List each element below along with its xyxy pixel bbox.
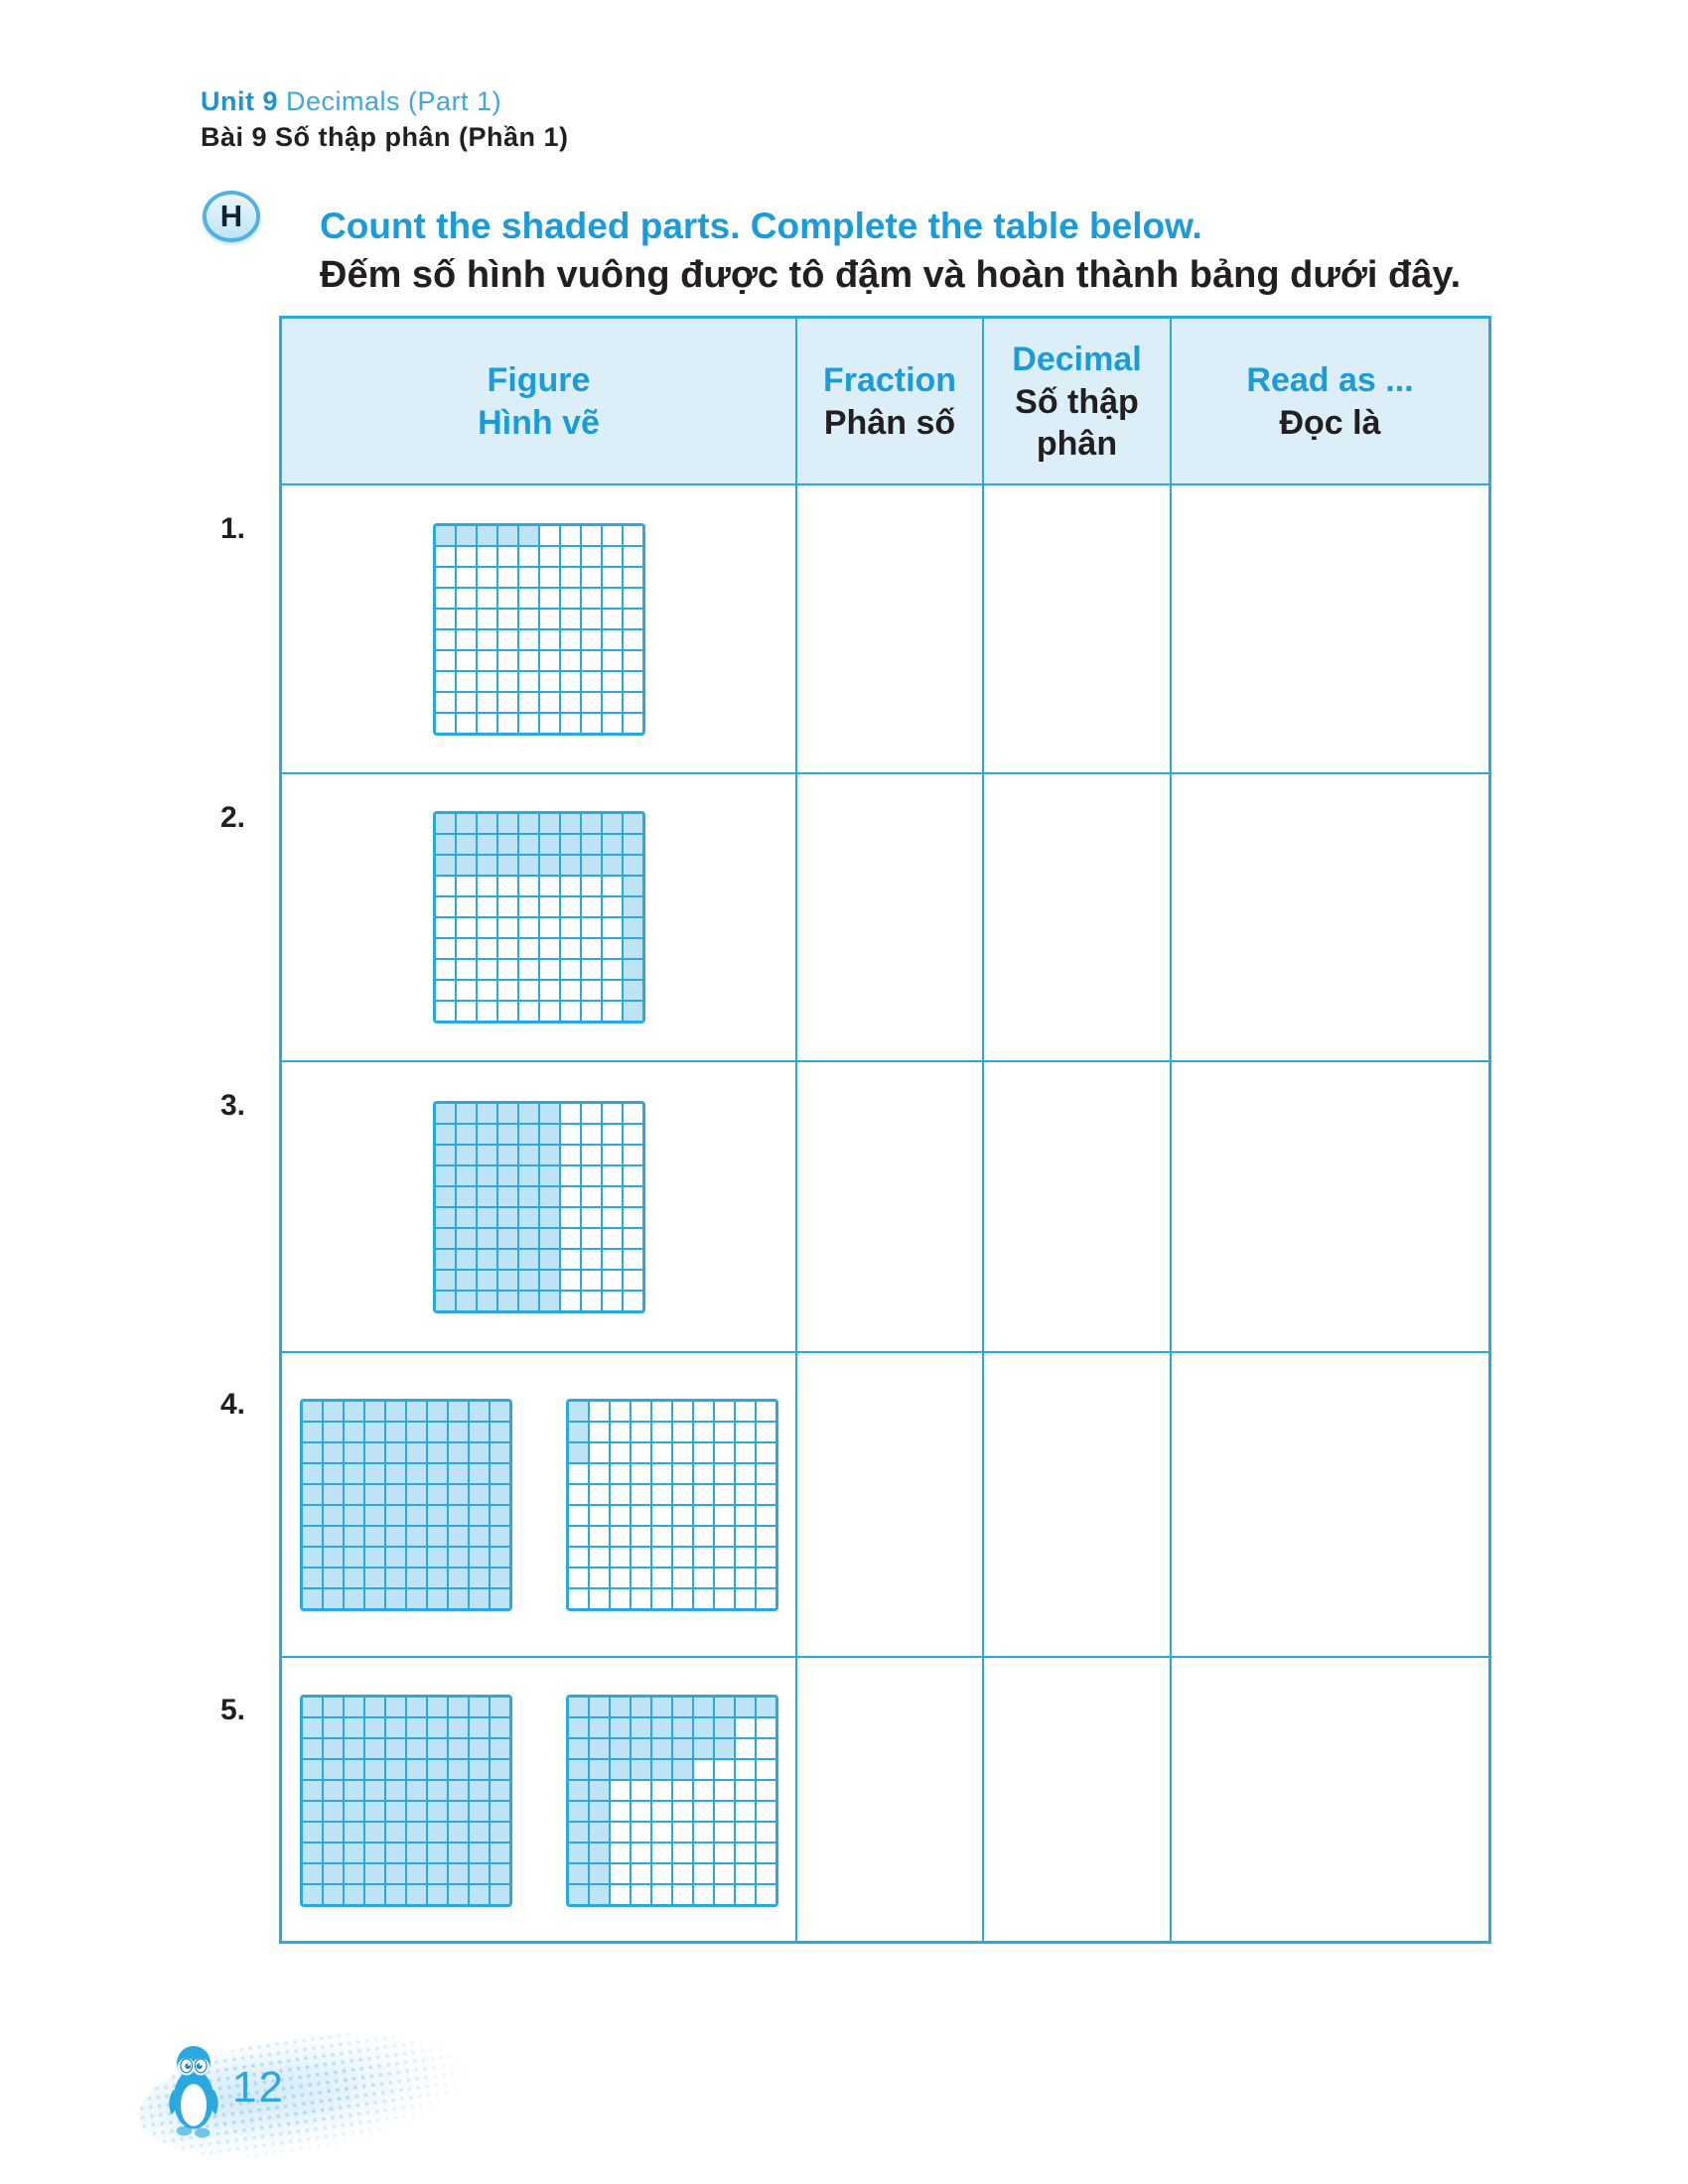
answer-cell-read-as-1 [1172, 485, 1488, 774]
header-read-as-vi: Đọc là [1279, 404, 1381, 442]
figure-cell-5 [282, 1658, 797, 1944]
header-cell-decimal: Decimal Số thập phân [984, 319, 1172, 485]
hundred-grid-g3 [432, 1100, 645, 1313]
row-number-4: 4. [220, 1388, 246, 1421]
row-number-2: 2. [220, 801, 246, 834]
header-fraction-vi: Phân số [823, 404, 956, 442]
figure-cell-4 [282, 1353, 797, 1658]
answer-cell-decimal-3 [984, 1062, 1172, 1353]
row-number-3: 3. [220, 1089, 246, 1122]
header-decimal-en: Decimal [1012, 341, 1142, 378]
hundred-grid-g4a [299, 1398, 512, 1611]
answer-cell-decimal-2 [984, 774, 1172, 1062]
worksheet-table: Figure Hình vẽ Fraction Phân số Decimal … [279, 316, 1491, 1944]
answer-cell-decimal-4 [984, 1353, 1172, 1658]
header-cell-read-as: Read as ... Đọc là [1172, 319, 1488, 485]
figure-cell-2 [282, 774, 797, 1062]
answer-cell-fraction-4 [797, 1353, 984, 1658]
row-number-5: 5. [220, 1694, 246, 1726]
header-read-as-en: Read as ... [1246, 361, 1414, 399]
unit-title-en: Unit 9 Decimals (Part 1) [201, 85, 569, 117]
unit-title-vi: Bài 9 Số thập phân (Phần 1) [201, 122, 569, 152]
header-cell-fraction: Fraction Phân số [797, 319, 984, 485]
header-decimal-vi: Số thập phân [1015, 383, 1139, 463]
hundred-grid-g2 [432, 811, 645, 1024]
header-cell-figure: Figure Hình vẽ [282, 319, 797, 485]
instruction-en: Count the shaded parts. Complete the tab… [320, 205, 1202, 246]
answer-cell-fraction-1 [797, 485, 984, 774]
answer-cell-read-as-5 [1172, 1658, 1488, 1944]
answer-cell-fraction-5 [797, 1658, 984, 1944]
answer-cell-decimal-5 [984, 1658, 1172, 1944]
row-number-1: 1. [220, 512, 246, 545]
unit-label: Unit 9 [201, 86, 279, 116]
instruction-vi: Đếm số hình vuông được tô đậm và hoàn th… [320, 254, 1462, 296]
hundred-grid-g4b [565, 1398, 778, 1611]
answer-cell-read-as-3 [1172, 1062, 1488, 1353]
answer-cell-read-as-4 [1172, 1353, 1488, 1658]
figure-cell-1 [282, 485, 797, 774]
page-number: 12 [232, 2063, 285, 2112]
hundred-grid-g1 [432, 522, 645, 736]
hundred-grid-g5b [565, 1695, 778, 1907]
answer-cell-decimal-1 [984, 485, 1172, 774]
answer-cell-fraction-3 [797, 1062, 984, 1353]
exercise-badge: H [203, 191, 260, 242]
document-header: Unit 9 Decimals (Part 1) Bài 9 Số thập p… [201, 85, 569, 153]
header-figure-vi: Hình vẽ [478, 404, 600, 442]
answer-cell-fraction-2 [797, 774, 984, 1062]
answer-cell-read-as-2 [1172, 774, 1488, 1062]
header-fraction-en: Fraction [822, 361, 957, 399]
penguin-icon [169, 2046, 218, 2138]
hundred-grid-g5a [299, 1695, 512, 1907]
figure-cell-3 [282, 1062, 797, 1353]
unit-title-en-text: Decimals (Part 1) [286, 86, 502, 116]
header-figure-en: Figure [487, 361, 591, 399]
